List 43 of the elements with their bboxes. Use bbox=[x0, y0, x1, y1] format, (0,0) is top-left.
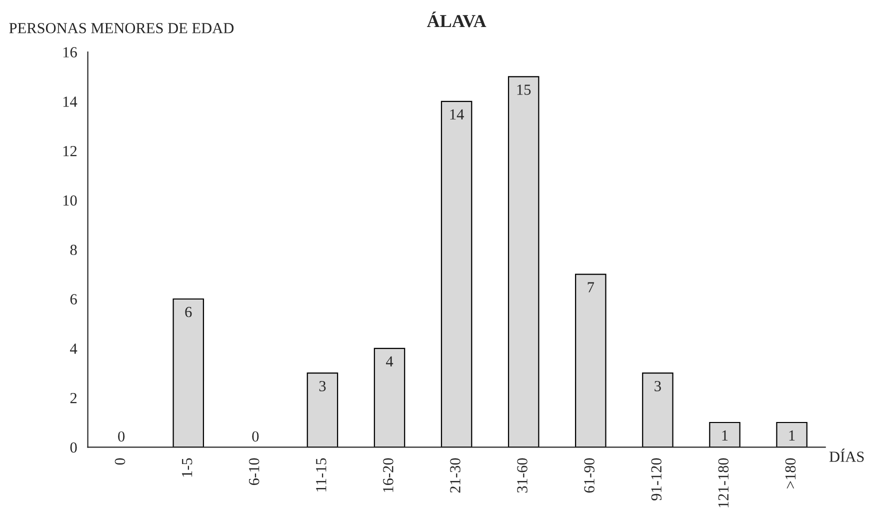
x-tick-label: 121-180 bbox=[718, 458, 729, 508]
bar bbox=[172, 298, 204, 448]
data-label: 3 bbox=[654, 380, 661, 392]
data-label: 4 bbox=[386, 356, 394, 366]
data-label: 1 bbox=[722, 430, 728, 441]
data-label: 6 bbox=[185, 306, 192, 318]
y-tick-label: 0 bbox=[70, 442, 77, 453]
data-label: 15 bbox=[517, 84, 531, 95]
y-tick-label: 8 bbox=[70, 244, 77, 256]
y-tick-label: 10 bbox=[63, 195, 77, 206]
y-axis-title: PERSONAS MENORES DE EDAD bbox=[9, 23, 234, 34]
x-tick-label: 61-90 bbox=[584, 458, 594, 493]
x-tick-label: 31-60 bbox=[517, 458, 528, 493]
y-tick-label: 4 bbox=[70, 344, 78, 354]
bar bbox=[374, 348, 406, 448]
data-label: 0 bbox=[252, 431, 259, 442]
y-tick-label: 16 bbox=[63, 47, 77, 58]
data-label: 7 bbox=[588, 282, 594, 292]
bar bbox=[575, 274, 606, 448]
y-tick-label: 6 bbox=[70, 294, 77, 304]
bar bbox=[306, 372, 338, 448]
data-label: 0 bbox=[118, 431, 125, 442]
x-tick-label: >180 bbox=[785, 458, 796, 488]
bar bbox=[709, 422, 740, 448]
bar bbox=[440, 100, 472, 448]
y-tick-label: 12 bbox=[63, 146, 77, 156]
x-tick-label: 11-15 bbox=[316, 458, 326, 492]
data-label: 14 bbox=[450, 109, 464, 120]
bar bbox=[776, 422, 808, 448]
data-label: 3 bbox=[319, 380, 326, 392]
chart-title: ÁLAVA bbox=[426, 12, 486, 28]
y-tick-label: 2 bbox=[70, 392, 77, 404]
bar bbox=[642, 372, 674, 448]
x-tick-label: 16-20 bbox=[383, 458, 394, 492]
x-axis-title: DÍAS bbox=[829, 448, 864, 462]
x-tick-label: 21-30 bbox=[450, 458, 460, 493]
x-tick-label: 1-5 bbox=[182, 458, 192, 477]
x-tick-label: 0 bbox=[114, 458, 126, 465]
x-tick-label: 91-120 bbox=[651, 458, 662, 500]
x-tick-label: 6-10 bbox=[248, 458, 260, 485]
bar bbox=[508, 76, 540, 448]
y-tick-label: 14 bbox=[63, 96, 78, 107]
data-label: 1 bbox=[789, 430, 795, 441]
